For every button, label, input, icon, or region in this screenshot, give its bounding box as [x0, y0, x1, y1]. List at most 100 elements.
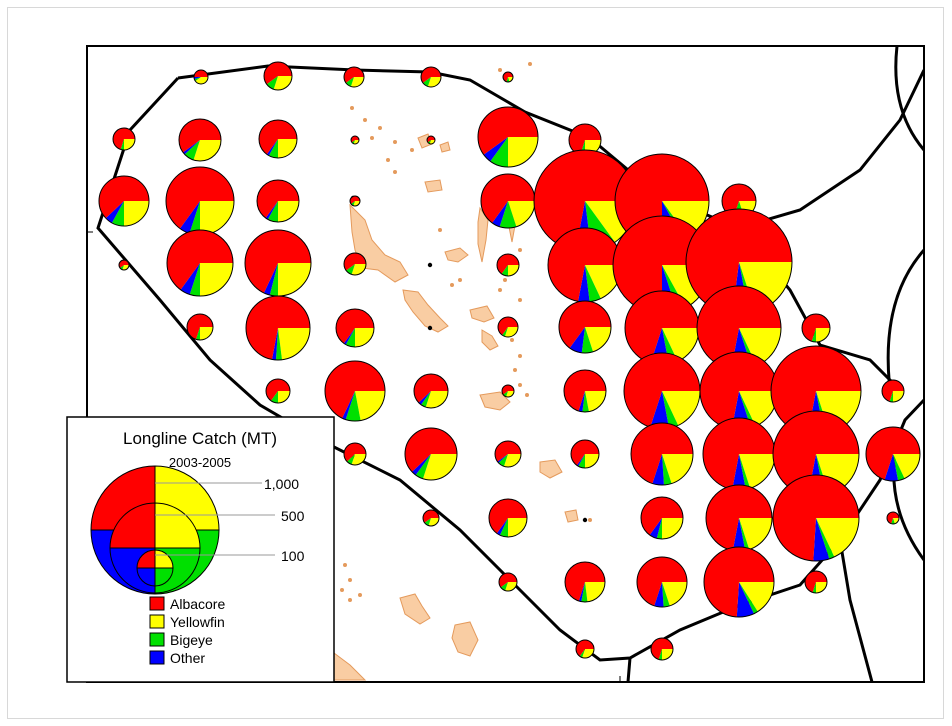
pie-slice-bigeye: [739, 582, 758, 614]
pie-slice-albacore: [264, 62, 292, 85]
catch-pie: [258, 119, 298, 159]
pie-slice-bigeye: [266, 76, 278, 90]
catch-pie: [640, 496, 684, 540]
pie-slice-bigeye: [816, 518, 835, 559]
islet: [410, 148, 414, 152]
pie-slice-other: [272, 328, 278, 360]
pie-slice-yellowfin: [505, 582, 517, 591]
pie-slice-yellowfin: [278, 139, 297, 158]
island: [439, 141, 451, 153]
pie-slice-other: [342, 391, 355, 420]
eez-boundaries: [96, 46, 924, 682]
pie-slice-bigeye: [582, 391, 589, 412]
pie-slice-other: [194, 77, 201, 80]
pie-slice-bigeye: [195, 327, 200, 340]
eez-boundary-east-arc1: [894, 46, 924, 151]
pie-slice-bigeye: [662, 391, 679, 429]
pie-slice-albacore: [685, 209, 792, 315]
pie-slice-albacore: [887, 512, 899, 524]
pie-slice-bigeye: [415, 454, 431, 479]
pie-slice-yellowfin: [503, 454, 521, 467]
catch-pie: [886, 511, 900, 525]
pie-outline: [349, 195, 361, 207]
pie-slice-albacore: [624, 352, 700, 428]
catch-pie: [413, 373, 449, 409]
catch-pie: [420, 66, 442, 88]
pie-slice-yellowfin: [278, 328, 310, 360]
legend: Longline Catch (MT) 2003-2005 1,000 500 …: [66, 416, 335, 683]
pie-slice-yellowfin: [582, 649, 594, 658]
pie-slice-yellowfin: [428, 518, 439, 526]
catch-pie: [496, 253, 520, 277]
pie-slice-albacore: [344, 443, 366, 462]
pie-outline: [245, 295, 311, 361]
pie-slice-bigeye: [581, 582, 588, 602]
outer-border: [7, 7, 944, 719]
pie-slice-bigeye: [275, 328, 283, 361]
pie-slice-bigeye: [270, 391, 278, 404]
catch-pie: [404, 427, 458, 481]
pie-slice-yellowfin: [893, 454, 920, 479]
pie-slice-bigeye: [656, 518, 662, 539]
island: [477, 206, 489, 263]
pie-slice-albacore: [257, 179, 299, 218]
pie-slice-albacore: [641, 497, 683, 535]
pie-outline: [404, 427, 458, 481]
pie-slice-bigeye: [502, 327, 508, 337]
islet: [503, 278, 507, 282]
island: [402, 289, 449, 333]
pie-slice-other: [578, 582, 585, 602]
islet: [378, 126, 382, 130]
legend-species-other: Other: [170, 650, 205, 666]
legend-swatch-bigeye: [149, 632, 165, 647]
islet: [386, 158, 390, 162]
pie-outline: [636, 556, 688, 608]
pie-outline: [350, 135, 360, 145]
pie-outline: [501, 384, 515, 398]
pie-slice-other: [578, 265, 590, 303]
islet: [370, 136, 374, 140]
pie-slice-yellowfin: [427, 77, 441, 88]
pie-slice-yellowfin: [273, 76, 292, 90]
pie-slice-albacore: [703, 417, 775, 490]
pie-slice-albacore: [882, 380, 904, 402]
pie-slice-yellowfin: [422, 454, 457, 480]
legend-size-label-100: 100: [281, 548, 305, 564]
pie-outline: [477, 106, 539, 168]
pie-slice-albacore: [245, 296, 310, 360]
port-marker: [427, 262, 433, 268]
pie-slice-other: [576, 454, 585, 467]
island: [424, 179, 443, 193]
pie-slice-yellowfin: [351, 454, 366, 465]
catch-pie: [256, 179, 300, 223]
map-border: [86, 45, 925, 683]
pie-slice-other: [483, 137, 508, 162]
pie-slice-albacore: [266, 379, 290, 401]
pie-slice-other: [183, 140, 200, 155]
pie-slice-yellowfin: [278, 391, 290, 403]
pie-slice-yellowfin: [739, 518, 772, 550]
catch-pie: [193, 69, 209, 85]
catch-pie: [426, 135, 436, 145]
catch-pie: [650, 637, 674, 661]
island: [451, 621, 479, 657]
pie-slice-bigeye: [424, 518, 431, 526]
legend-species-yellowfin: Yellowfin: [170, 614, 225, 630]
pie-slice-albacore: [704, 547, 774, 617]
pie-slice-bigeye: [506, 77, 510, 82]
pie-slice-other: [492, 201, 508, 227]
legend-size-pies: [90, 465, 220, 595]
pie-slice-yellowfin: [351, 264, 366, 275]
pie-outline: [564, 561, 606, 603]
pie-outline: [497, 316, 519, 338]
catch-pie: [343, 252, 367, 276]
pie-slice-albacore: [802, 314, 830, 342]
pie-slice-bigeye: [578, 454, 585, 468]
islet: [528, 62, 532, 66]
pie-slice-albacore: [502, 71, 513, 82]
pie-outline: [343, 252, 367, 276]
pie-outline: [502, 71, 514, 83]
legend-title: Longline Catch (MT): [123, 429, 277, 448]
pie-slice-yellowfin: [353, 201, 360, 206]
